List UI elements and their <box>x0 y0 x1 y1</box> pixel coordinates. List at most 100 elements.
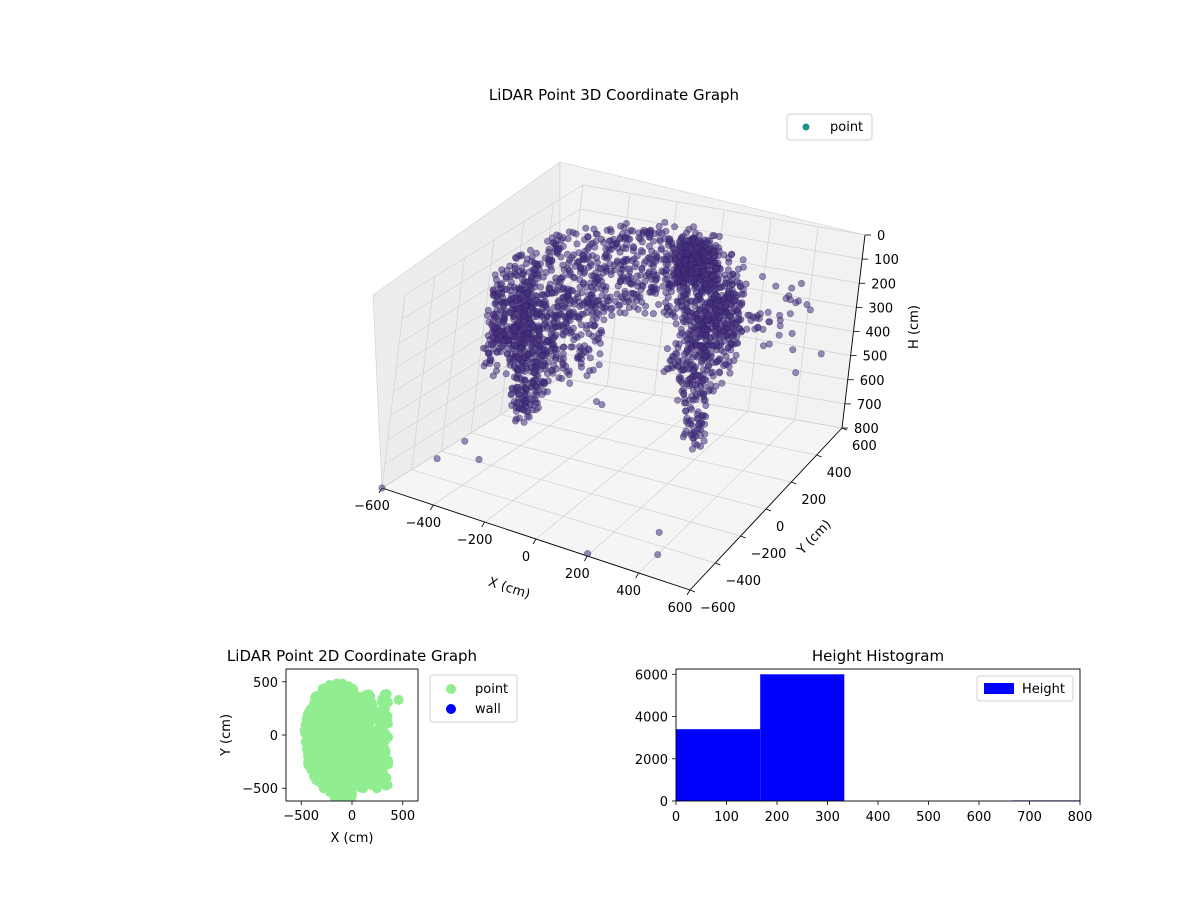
point-3d <box>378 484 386 492</box>
point-3d <box>553 287 561 295</box>
point-3d <box>600 263 608 271</box>
point-3d <box>686 244 694 252</box>
point-3d <box>528 303 536 311</box>
point-3d <box>702 352 710 360</box>
point-3d <box>654 551 662 559</box>
point-2d <box>314 748 325 759</box>
y-tick-label-3d: 400 <box>827 466 852 481</box>
point-3d <box>500 318 508 326</box>
chart-2d-title: LiDAR Point 2D Coordinate Graph <box>227 647 477 665</box>
point-2d <box>367 739 378 750</box>
ticks-2d: −500 0 500 −500 0 500 <box>242 676 415 824</box>
point-3d <box>817 350 825 358</box>
point-3d <box>550 362 558 370</box>
point-2d <box>357 736 368 747</box>
point-3d <box>544 336 552 344</box>
point-3d <box>503 286 511 294</box>
points-3d <box>378 218 825 559</box>
legend-hist: Height <box>976 675 1074 702</box>
point-2d <box>327 699 338 710</box>
point-3d <box>680 399 688 407</box>
point-3d <box>675 375 683 383</box>
point-3d <box>705 362 713 370</box>
point-3d <box>531 259 539 267</box>
point-3d <box>703 316 711 324</box>
point-3d <box>528 339 536 347</box>
point-3d <box>803 301 811 309</box>
point-3d <box>552 351 560 359</box>
x-tick-3d <box>429 504 434 511</box>
x-tick-label-hist: 400 <box>866 810 891 825</box>
point-2d <box>327 755 338 766</box>
point-3d <box>729 270 737 278</box>
x-tick-label-hist: 500 <box>916 810 941 825</box>
point-3d <box>562 362 570 370</box>
point-3d <box>506 271 514 279</box>
point-3d <box>766 318 774 326</box>
point-3d <box>592 269 600 277</box>
point-3d <box>544 388 552 396</box>
point-2d <box>328 735 339 746</box>
point-3d <box>493 361 501 369</box>
point-3d <box>721 360 729 368</box>
point-3d <box>687 260 695 268</box>
point-3d <box>664 293 672 301</box>
legend-3d-marker-point <box>802 123 810 131</box>
hist-title: Height Histogram <box>812 647 944 665</box>
z-tick-label-3d: 300 <box>868 301 893 316</box>
point-3d <box>724 266 732 274</box>
point-3d <box>529 279 537 287</box>
y-tick-label-hist: 6000 <box>635 668 668 683</box>
y-tick-label-hist: 4000 <box>635 711 668 726</box>
point-3d <box>587 261 595 269</box>
legend-2d-label-point: point <box>475 682 508 697</box>
point-3d <box>527 286 535 294</box>
point-3d <box>569 324 577 332</box>
point-3d <box>637 271 645 279</box>
point-3d <box>669 269 677 277</box>
point-3d <box>517 344 525 352</box>
point-3d <box>520 418 528 426</box>
point-3d <box>593 230 601 238</box>
point-3d <box>682 284 690 292</box>
z-tick-label-3d: 700 <box>857 398 882 413</box>
point-3d <box>592 398 600 406</box>
point-3d <box>519 364 527 372</box>
point-2d <box>318 724 329 735</box>
point-3d <box>693 384 701 392</box>
point-3d <box>700 411 708 419</box>
point-3d <box>533 391 541 399</box>
legend-hist-box <box>976 675 1074 702</box>
point-3d <box>786 296 794 304</box>
point-3d <box>663 311 671 319</box>
point-3d <box>565 371 573 379</box>
point-2d <box>334 784 345 795</box>
point-3d <box>668 362 676 370</box>
point-3d <box>558 374 566 382</box>
point-3d <box>583 283 591 291</box>
point-3d <box>712 327 720 335</box>
point-3d <box>709 387 717 395</box>
point-3d <box>733 291 741 299</box>
point-3d <box>502 370 510 378</box>
point-3d <box>534 336 542 344</box>
y-tick-3d <box>816 454 822 458</box>
point-3d <box>559 242 567 250</box>
grid-line-z <box>401 208 863 320</box>
point-3d <box>686 361 694 369</box>
chart-2d: LiDAR Point 2D Coordinate Graph −500 0 500… <box>219 647 518 846</box>
point-3d <box>713 357 721 365</box>
point-3d <box>637 247 645 255</box>
point-3d <box>706 299 714 307</box>
point-3d <box>553 245 561 253</box>
x-tick-label-2d: −500 <box>283 809 319 824</box>
legend-3d-box <box>786 113 873 141</box>
point-3d <box>581 268 589 276</box>
point-3d <box>644 254 652 262</box>
point-3d <box>706 369 714 377</box>
point-3d <box>622 245 630 253</box>
point-3d <box>638 265 646 273</box>
x-tick-label-hist: 100 <box>714 810 739 825</box>
chart-3d-title: LiDAR Point 3D Coordinate Graph <box>489 86 739 104</box>
point-3d <box>701 271 709 279</box>
